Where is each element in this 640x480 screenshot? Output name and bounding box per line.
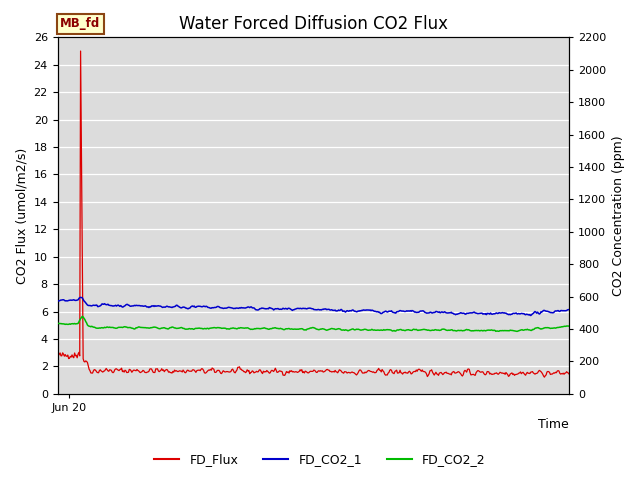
X-axis label: Time: Time	[538, 419, 569, 432]
Legend: FD_Flux, FD_CO2_1, FD_CO2_2: FD_Flux, FD_CO2_1, FD_CO2_2	[149, 448, 491, 471]
Y-axis label: CO2 Flux (umol/m2/s): CO2 Flux (umol/m2/s)	[15, 147, 28, 284]
Title: Water Forced Diffusion CO2 Flux: Water Forced Diffusion CO2 Flux	[179, 15, 448, 33]
Y-axis label: CO2 Concentration (ppm): CO2 Concentration (ppm)	[612, 135, 625, 296]
Text: MB_fd: MB_fd	[60, 17, 100, 30]
